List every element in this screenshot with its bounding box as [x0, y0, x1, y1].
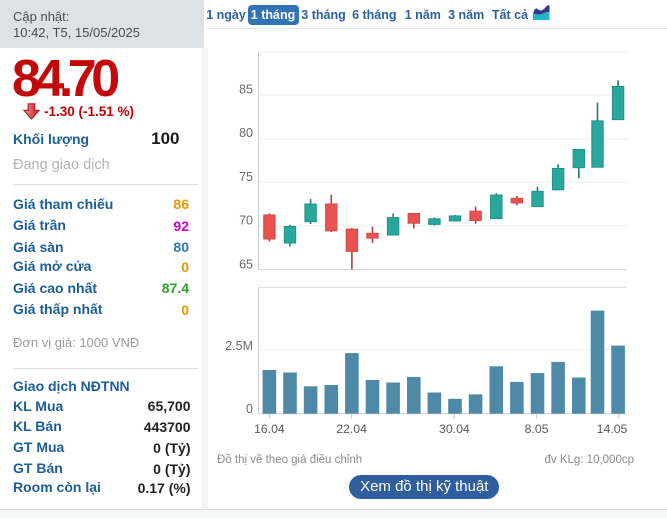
- svg-text:14.05: 14.05: [597, 422, 628, 436]
- svg-text:16.04: 16.04: [254, 422, 285, 436]
- svg-text:85: 85: [239, 83, 253, 97]
- svg-text:22.04: 22.04: [336, 422, 367, 436]
- svg-text:70: 70: [239, 214, 253, 228]
- svg-text:2.5M: 2.5M: [225, 339, 253, 353]
- svg-text:80: 80: [239, 126, 253, 140]
- svg-text:65: 65: [239, 257, 253, 271]
- svg-text:30.04: 30.04: [439, 422, 470, 436]
- svg-text:0: 0: [246, 402, 253, 416]
- svg-text:8.05: 8.05: [525, 422, 549, 436]
- svg-text:75: 75: [239, 170, 253, 184]
